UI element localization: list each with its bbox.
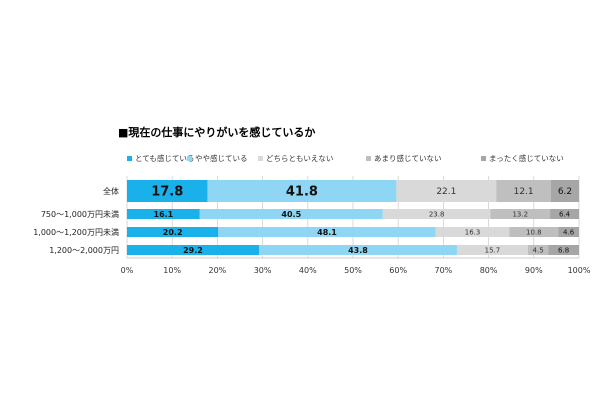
- bar-segment: [456, 245, 528, 255]
- bar-segment: [396, 180, 497, 202]
- data-label: 4.5: [533, 247, 544, 255]
- bar-segment: [490, 209, 551, 219]
- category-labels: 全体 750～1,000万円未満 1,000～1,200万円未満 1,200～2,00…: [33, 186, 119, 255]
- data-label: 43.8: [348, 246, 368, 255]
- bar-segment: [548, 245, 579, 255]
- bar-segment: [509, 227, 559, 237]
- legend-swatch: [366, 156, 371, 161]
- bar-segment: [127, 227, 219, 237]
- data-label: 13.2: [512, 211, 528, 219]
- data-label: 40.5: [281, 210, 301, 219]
- bar-segment: [527, 245, 549, 255]
- legend-label: どちらともいえない: [266, 154, 333, 163]
- tick-label: 30%: [254, 266, 272, 275]
- data-label: 10.8: [526, 229, 542, 237]
- chart-title: ■現在の仕事にやりがいを感じているか: [118, 125, 315, 139]
- legend-label: やや感じている: [195, 153, 248, 163]
- data-label: 41.8: [286, 185, 318, 200]
- tick-label: 60%: [389, 266, 407, 275]
- bar-segment: [207, 180, 397, 202]
- legend-swatch: [258, 156, 263, 161]
- data-label: 4.6: [563, 229, 575, 237]
- data-label: 6.8: [558, 247, 569, 255]
- bar-segment: [127, 245, 259, 255]
- bar-segment: [199, 209, 383, 219]
- legend-label: とても感じている: [135, 153, 194, 163]
- data-label: 16.3: [465, 229, 481, 237]
- data-label: 6.4: [559, 211, 571, 219]
- tick-label: 40%: [299, 266, 317, 275]
- bar-segment: [558, 227, 579, 237]
- data-label: 15.7: [485, 247, 501, 255]
- tick-label: 70%: [435, 266, 453, 275]
- legend-label: まったく感じていない: [489, 153, 564, 163]
- tick-label: 0%: [121, 266, 134, 275]
- data-label: 48.1: [317, 228, 337, 237]
- bar-segment: [550, 209, 579, 219]
- data-label: 22.1: [436, 187, 456, 197]
- category-label: 1,200～2,000万円: [49, 246, 119, 255]
- category-label: 全体: [103, 186, 119, 196]
- data-label: 20.2: [163, 228, 183, 237]
- tick-label: 10%: [163, 266, 181, 275]
- tick-label: 100%: [568, 266, 591, 275]
- data-label: 6.2: [558, 187, 572, 197]
- bar-segment: [218, 227, 436, 237]
- legend-swatch: [127, 156, 132, 161]
- bar-segment: [496, 180, 551, 202]
- bar-segment: [127, 209, 200, 219]
- legend-label: あまり感じていない: [374, 153, 442, 163]
- category-label: 1,000～1,200万円未満: [33, 227, 119, 237]
- bars: 17.8 41.8 22.1 12.1 6.2 16.1 40.5 23.8 13.2 6.4 20…: [127, 180, 579, 255]
- legend-swatch: [481, 156, 486, 161]
- tick-label: 90%: [525, 266, 543, 275]
- data-label: 17.8: [151, 185, 183, 200]
- legend: とても感じている やや感じている どちらともいえない あまり感じていない まったく感じて…: [127, 153, 564, 163]
- data-label: 23.8: [429, 211, 445, 219]
- bar-segment: [550, 180, 579, 202]
- legend-swatch: [187, 156, 192, 161]
- data-label: 29.2: [183, 246, 203, 255]
- tick-label: 80%: [480, 266, 498, 275]
- tick-label: 50%: [344, 266, 362, 275]
- data-label: 16.1: [154, 210, 174, 219]
- tick-label: 20%: [209, 266, 227, 275]
- bar-segment: [382, 209, 491, 219]
- bar-segment: [127, 180, 208, 202]
- x-axis-ticks: 0% 10% 20% 30% 40% 50% 60% 70% 80% 90% 100%: [121, 266, 591, 275]
- bar-segment: [435, 227, 510, 237]
- bar-segment: [258, 245, 457, 255]
- category-label: 750～1,000万円未満: [41, 209, 119, 219]
- data-label: 12.1: [514, 187, 534, 197]
